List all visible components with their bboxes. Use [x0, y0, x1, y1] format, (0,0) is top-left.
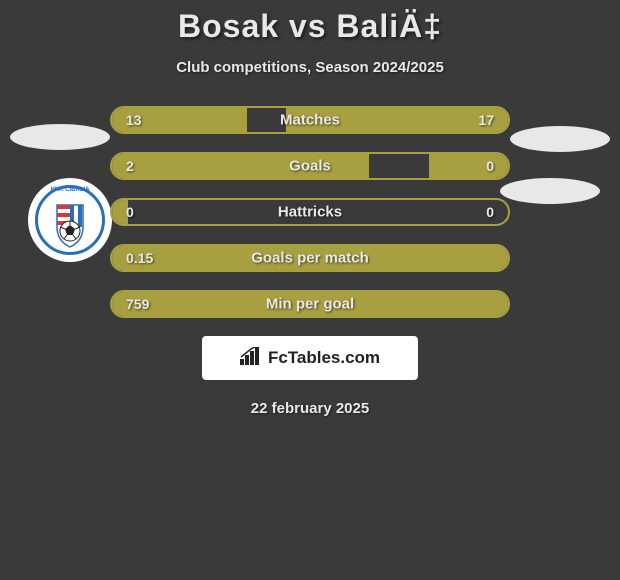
stat-row: Goals per match 0.15	[110, 244, 510, 272]
club-badge: HNK CIBALIA	[28, 178, 112, 262]
stat-label: Goals per match	[251, 250, 369, 267]
stat-value-left: 2	[126, 158, 134, 174]
stat-label: Hattricks	[278, 204, 342, 221]
player-placeholder-oval	[510, 126, 610, 152]
logo-text: FcTables.com	[268, 348, 380, 368]
comparison-title: Bosak vs BaliÄ‡	[0, 8, 620, 45]
comparison-subtitle: Club competitions, Season 2024/2025	[0, 59, 620, 76]
stat-value-right: 0	[486, 158, 494, 174]
player-placeholder-oval	[500, 178, 600, 204]
stats-container: Matches 13 17 Goals 2 0 Hattricks 0 0 Goals per m…	[110, 106, 510, 318]
stat-value-right: 0	[486, 204, 494, 220]
stat-bar-right	[429, 154, 508, 178]
stat-value-left: 0	[126, 204, 134, 220]
stat-row: Min per goal 759	[110, 290, 510, 318]
stat-row: Hattricks 0 0	[110, 198, 510, 226]
stat-label: Min per goal	[266, 296, 354, 313]
stat-value-right: 17	[478, 112, 494, 128]
bar-chart-icon	[240, 347, 262, 370]
fctables-logo[interactable]: FcTables.com	[202, 336, 418, 380]
stat-row: Goals 2 0	[110, 152, 510, 180]
stat-label: Matches	[280, 112, 340, 129]
player-placeholder-oval	[10, 124, 110, 150]
stat-label: Goals	[289, 158, 331, 175]
stat-value-left: 0.15	[126, 250, 153, 266]
stat-row: Matches 13 17	[110, 106, 510, 134]
stat-value-left: 13	[126, 112, 142, 128]
stat-value-left: 759	[126, 296, 149, 312]
comparison-date: 22 february 2025	[0, 400, 620, 417]
